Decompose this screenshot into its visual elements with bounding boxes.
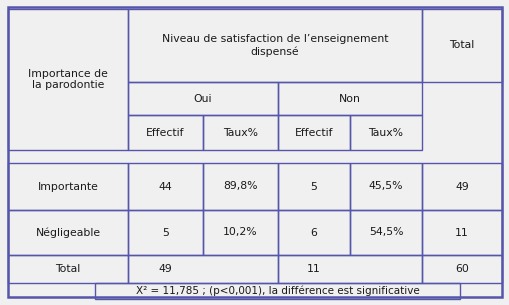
Bar (277, 163, 349, 210)
Text: 45,5%: 45,5% (368, 181, 403, 192)
Bar (203, 210, 277, 255)
Text: Importante: Importante (38, 181, 98, 192)
Bar (128, 255, 277, 283)
Bar (128, 9, 421, 82)
Text: 89,8%: 89,8% (223, 181, 257, 192)
Text: Taux%: Taux% (222, 127, 258, 138)
Bar (277, 115, 349, 150)
Text: 11: 11 (306, 264, 320, 274)
Bar (349, 115, 421, 150)
Text: 49: 49 (158, 264, 172, 274)
Bar (203, 163, 277, 210)
Bar (8, 255, 128, 283)
Text: Négligeable: Négligeable (35, 227, 100, 238)
Text: 44: 44 (158, 181, 172, 192)
Bar (8, 163, 128, 210)
Text: Total: Total (448, 41, 474, 51)
Bar (128, 210, 203, 255)
Bar (8, 9, 128, 150)
Text: Niveau de satisfaction de l’enseignement
dispensé: Niveau de satisfaction de l’enseignement… (161, 34, 387, 57)
Text: Effectif: Effectif (146, 127, 184, 138)
Bar (8, 210, 128, 255)
Text: 54,5%: 54,5% (368, 228, 403, 238)
Text: Total: Total (55, 264, 80, 274)
Text: 6: 6 (310, 228, 317, 238)
Bar (421, 9, 501, 82)
Text: Non: Non (338, 94, 360, 103)
Bar (349, 210, 421, 255)
Text: Effectif: Effectif (294, 127, 332, 138)
Bar (421, 163, 501, 210)
Text: 11: 11 (454, 228, 468, 238)
Text: Importance de
la parodontie: Importance de la parodontie (28, 69, 108, 90)
Bar (277, 82, 421, 115)
Text: 49: 49 (454, 181, 468, 192)
Bar (277, 255, 421, 283)
Bar (95, 283, 459, 299)
Bar (349, 163, 421, 210)
Text: 5: 5 (310, 181, 317, 192)
Bar (421, 255, 501, 283)
Text: X² = 11,785 ; (p<0,001), la différence est significative: X² = 11,785 ; (p<0,001), la différence e… (135, 286, 418, 296)
Bar (128, 163, 203, 210)
Bar (203, 115, 277, 150)
Text: 60: 60 (454, 264, 468, 274)
Bar (277, 210, 349, 255)
Bar (128, 115, 203, 150)
Text: 10,2%: 10,2% (223, 228, 258, 238)
Text: Oui: Oui (193, 94, 212, 103)
Text: 5: 5 (162, 228, 168, 238)
Text: Taux%: Taux% (368, 127, 403, 138)
Bar (128, 82, 277, 115)
Bar (421, 210, 501, 255)
